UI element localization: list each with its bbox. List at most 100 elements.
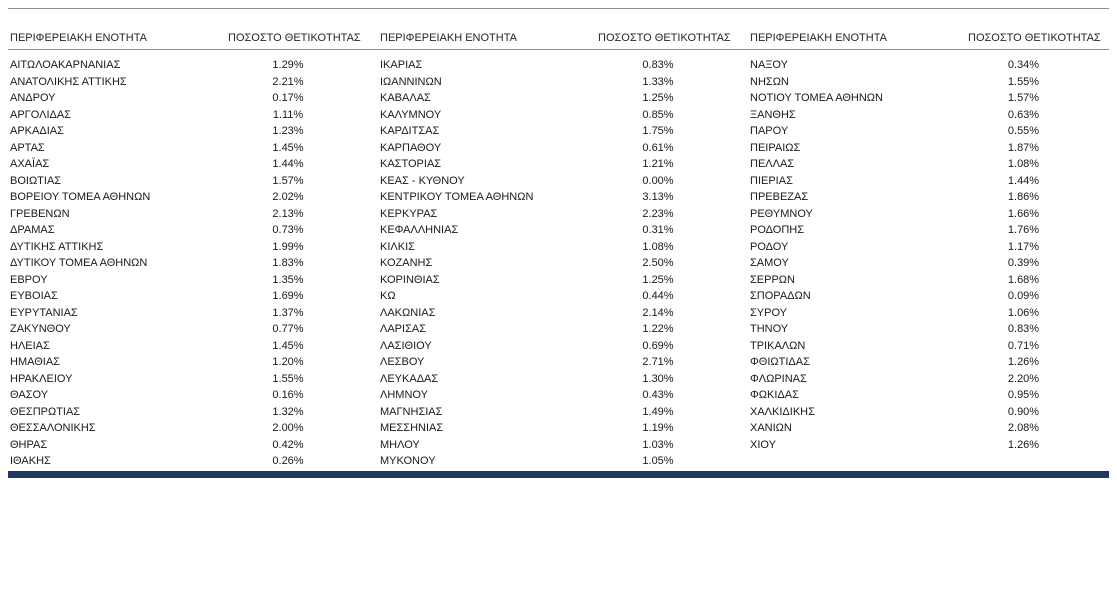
positivity-value: 0.83% xyxy=(1007,323,1040,335)
positivity-value: 1.30% xyxy=(642,372,674,385)
positivity-value: 1.17% xyxy=(1007,240,1040,253)
region-name: ΜΥΚΟΝΟΥ xyxy=(380,455,436,467)
region-name: ΚΑΣΤΟΡΙΑΣ xyxy=(380,158,442,170)
table-row: ΑΧΑΪΑΣ 1.44% ΚΑΣΤΟΡΙΑΣ 1.21% ΠΕΛΛΑΣ 1.08% xyxy=(8,156,1109,173)
bottom-rule xyxy=(8,470,1109,478)
region-name: ΙΩΑΝΝΙΝΩΝ xyxy=(380,75,442,88)
positivity-value: 1.19% xyxy=(642,422,674,434)
positivity-value: 0.71% xyxy=(1007,339,1040,352)
positivity-value: 0.73% xyxy=(272,224,304,236)
positivity-value: 1.76% xyxy=(1007,224,1040,236)
region-name: ΚΑΡΔΙΤΣΑΣ xyxy=(380,125,440,137)
region-name xyxy=(748,453,968,470)
region-name: ΚΟΖΑΝΗΣ xyxy=(380,257,433,269)
region-name: ΚΑΒΑΛΑΣ xyxy=(380,92,431,104)
region-name: ΠΡΕΒΕΖΑΣ xyxy=(750,191,809,203)
table-row: ΖΑΚΥΝΘΟΥ 0.77% ΛΑΡΙΣΑΣ 1.22% ΤΗΝΟΥ 0.83% xyxy=(8,321,1109,338)
positivity-value: 1.33% xyxy=(642,75,674,88)
positivity-value: 0.44% xyxy=(642,290,674,302)
positivity-value: 0.26% xyxy=(272,455,304,467)
region-name: ΚΕΦΑΛΛΗΝΙΑΣ xyxy=(380,224,459,236)
region-name: ΠΕΙΡΑΙΩΣ xyxy=(750,141,801,154)
table-row: ΗΜΑΘΙΑΣ 1.20% ΛΕΣΒΟΥ 2.71% ΦΘΙΩΤΙΔΑΣ 1.26% xyxy=(8,354,1109,371)
table-header-row: ΠΕΡΙΦΕΡΕΙΑΚΗ ΕΝΟΤΗΤΑ ΠΟΣΟΣΤΟ ΘΕΤΙΚΟΤΗΤΑΣ… xyxy=(8,9,1109,49)
region-header: ΠΕΡΙΦΕΡΕΙΑΚΗ ΕΝΟΤΗΤΑ xyxy=(10,31,147,44)
region-name: ΛΗΜΝΟΥ xyxy=(380,389,428,401)
region-name: ΓΡΕΒΕΝΩΝ xyxy=(10,207,70,220)
region-name: ΠΕΛΛΑΣ xyxy=(750,158,795,170)
region-name: ΝΟΤΙΟΥ ΤΟΜΕΑ ΑΘΗΝΩΝ xyxy=(750,92,883,104)
table-row: ΘΗΡΑΣ 0.42% ΜΗΛΟΥ 1.03% ΧΙΟΥ 1.26% xyxy=(8,437,1109,454)
table-row: ΘΕΣΠΡΩΤΙΑΣ 1.32% ΜΑΓΝΗΣΙΑΣ 1.49% ΧΑΛΚΙΔΙΚΗΣ 0… xyxy=(8,404,1109,421)
region-name: ΒΟΙΩΤΙΑΣ xyxy=(10,174,62,187)
region-name: ΜΕΣΣΗΝΙΑΣ xyxy=(380,422,444,434)
region-name: ΑΧΑΪΑΣ xyxy=(10,158,50,170)
positivity-value: 1.55% xyxy=(272,372,304,385)
region-name: ΔΥΤΙΚΗΣ ΑΤΤΙΚΗΣ xyxy=(10,240,104,253)
region-name: ΚΙΛΚΙΣ xyxy=(380,240,415,253)
region-name: ΚΕΡΚΥΡΑΣ xyxy=(380,207,438,220)
positivity-value: 1.83% xyxy=(272,257,304,269)
positivity-value: 2.21% xyxy=(272,75,304,88)
positivity-value: 1.45% xyxy=(272,141,304,154)
region-name: ΣΥΡΟΥ xyxy=(750,306,788,319)
positivity-value: 1.87% xyxy=(1007,141,1040,154)
region-name: ΕΥΡΥΤΑΝΙΑΣ xyxy=(10,306,78,319)
positivity-value: 0.16% xyxy=(272,389,304,401)
region-name: ΛΑΣΙΘΙΟΥ xyxy=(380,339,432,352)
positivity-value: 0.00% xyxy=(642,174,674,187)
region-name: ΕΒΡΟΥ xyxy=(10,273,48,286)
region-name: ΧΑΝΙΩΝ xyxy=(750,422,792,434)
positivity-value: 2.13% xyxy=(272,207,304,220)
table-body: ΑΙΤΩΛΟΑΚΑΡΝΑΝΙΑΣ 1.29% ΙΚΑΡΙΑΣ 0.83% ΝΑΞΟΥ 0.… xyxy=(8,50,1109,470)
positivity-value: 1.26% xyxy=(1007,438,1040,451)
positivity-value: 1.23% xyxy=(272,125,304,137)
region-name: ΙΚΑΡΙΑΣ xyxy=(380,59,423,71)
table-row: ΔΥΤΙΚΗΣ ΑΤΤΙΚΗΣ 1.99% ΚΙΛΚΙΣ 1.08% ΡΟΔΟΥ 1.17… xyxy=(8,239,1109,256)
positivity-value: 1.21% xyxy=(642,158,674,170)
positivity-value: 1.25% xyxy=(642,92,674,104)
positivity-value: 2.71% xyxy=(642,356,674,368)
positivity-value: 1.37% xyxy=(272,306,304,319)
positivity-value: 1.29% xyxy=(272,59,304,71)
positivity-value: 1.44% xyxy=(272,158,304,170)
region-name: ΖΑΚΥΝΘΟΥ xyxy=(10,323,71,335)
region-name: ΗΛΕΙΑΣ xyxy=(10,339,50,352)
region-name: ΘΕΣΠΡΩΤΙΑΣ xyxy=(10,405,81,418)
region-name: ΚΑΛΥΜΝΟΥ xyxy=(380,108,442,121)
region-name: ΤΗΝΟΥ xyxy=(750,323,789,335)
region-name: ΑΝΑΤΟΛΙΚΗΣ ΑΤΤΙΚΗΣ xyxy=(10,75,127,88)
positivity-value: 2.14% xyxy=(642,306,674,319)
table-row: ΕΥΒΟΙΑΣ 1.69% ΚΩ 0.44% ΣΠΟΡΑΔΩΝ 0.09% xyxy=(8,288,1109,305)
region-name: ΑΡΤΑΣ xyxy=(10,141,45,154)
positivity-value: 0.90% xyxy=(1007,405,1040,418)
positivity-value: 0.55% xyxy=(1007,125,1040,137)
positivity-value: 1.05% xyxy=(642,455,674,467)
table-row: ΒΟΙΩΤΙΑΣ 1.57% ΚΕΑΣ - ΚΥΘΝΟΥ 0.00% ΠΙΕΡΙΑΣ 1.… xyxy=(8,173,1109,190)
region-name: ΔΥΤΙΚΟΥ ΤΟΜΕΑ ΑΘΗΝΩΝ xyxy=(10,257,148,269)
table-row: ΑΝΔΡΟΥ 0.17% ΚΑΒΑΛΑΣ 1.25% ΝΟΤΙΟΥ ΤΟΜΕΑ ΑΘΗΝ… xyxy=(8,90,1109,107)
positivity-value: 1.03% xyxy=(642,438,674,451)
positivity-value: 1.32% xyxy=(272,405,304,418)
region-name: ΡΕΘΥΜΝΟΥ xyxy=(750,207,813,220)
positivity-value: 0.95% xyxy=(1007,389,1040,401)
table-row: ΘΕΣΣΑΛΟΝΙΚΗΣ 2.00% ΜΕΣΣΗΝΙΑΣ 1.19% ΧΑΝΙΩΝ 2.0… xyxy=(8,420,1109,437)
region-name: ΛΕΣΒΟΥ xyxy=(380,356,425,368)
table-row: ΔΥΤΙΚΟΥ ΤΟΜΕΑ ΑΘΗΝΩΝ 1.83% ΚΟΖΑΝΗΣ 2.50% ΣΑΜ… xyxy=(8,255,1109,272)
region-name: ΗΡΑΚΛΕΙΟΥ xyxy=(10,372,73,385)
region-name: ΞΑΝΘΗΣ xyxy=(750,108,796,121)
positivity-value: 0.69% xyxy=(642,339,674,352)
positivity-value: 1.08% xyxy=(1007,158,1040,170)
region-name: ΝΑΞΟΥ xyxy=(750,59,788,71)
region-header: ΠΕΡΙΦΕΡΕΙΑΚΗ ΕΝΟΤΗΤΑ xyxy=(750,31,887,44)
region-name: ΚΩ xyxy=(380,290,396,302)
region-header: ΠΕΡΙΦΕΡΕΙΑΚΗ ΕΝΟΤΗΤΑ xyxy=(380,31,517,44)
table-row: ΙΘΑΚΗΣ 0.26% ΜΥΚΟΝΟΥ 1.05% xyxy=(8,453,1109,470)
positivity-value: 1.22% xyxy=(642,323,674,335)
table-row: ΑΝΑΤΟΛΙΚΗΣ ΑΤΤΙΚΗΣ 2.21% ΙΩΑΝΝΙΝΩΝ 1.33% ΝΗΣ… xyxy=(8,74,1109,91)
table-row: ΑΙΤΩΛΟΑΚΑΡΝΑΝΙΑΣ 1.29% ΙΚΑΡΙΑΣ 0.83% ΝΑΞΟΥ 0.… xyxy=(8,57,1109,74)
region-name: ΦΩΚΙΔΑΣ xyxy=(750,389,799,401)
region-name: ΜΗΛΟΥ xyxy=(380,438,420,451)
table-row: ΑΡΚΑΔΙΑΣ 1.23% ΚΑΡΔΙΤΣΑΣ 1.75% ΠΑΡΟΥ 0.55% xyxy=(8,123,1109,140)
positivity-value: 0.85% xyxy=(642,108,674,121)
